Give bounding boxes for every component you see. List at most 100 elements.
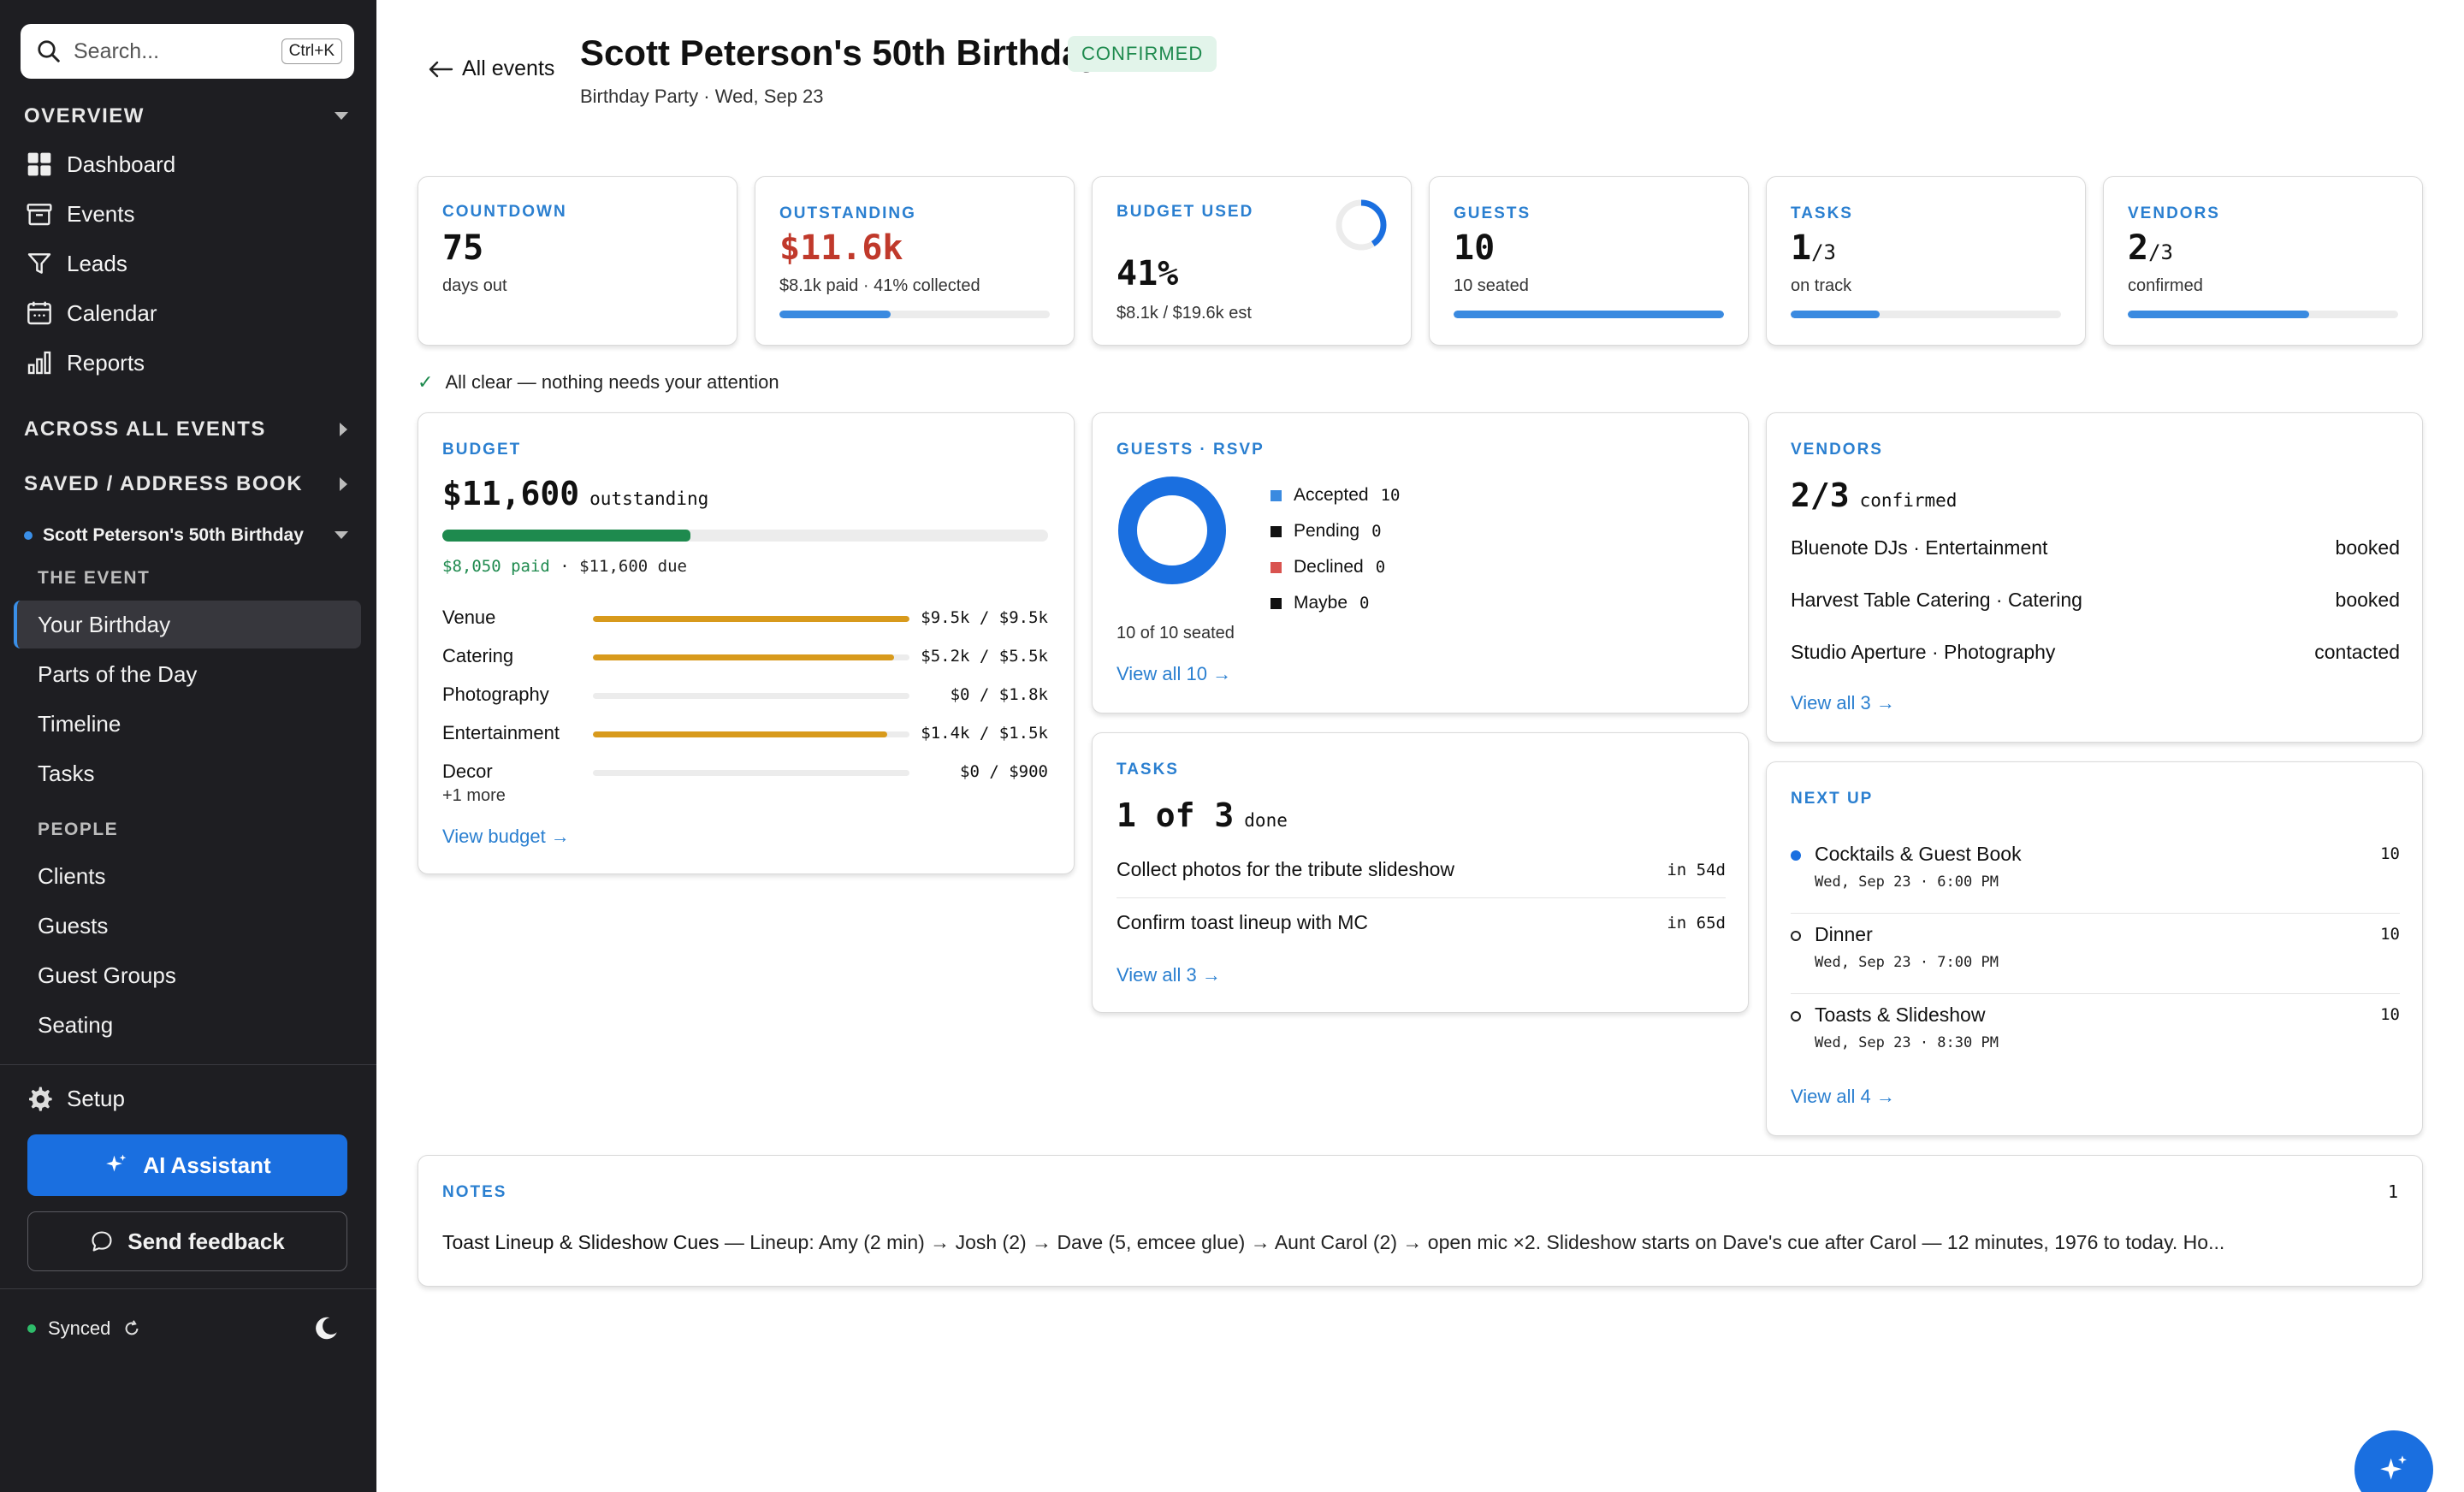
vendors-stat-card[interactable]: VENDORS 2/3 confirmed: [2103, 176, 2423, 346]
back-to-all-events[interactable]: All events: [428, 56, 554, 81]
budget-outstanding: $11,600 outstanding: [442, 475, 708, 512]
next-up-count: 10: [2380, 844, 2400, 863]
nav-dashboard[interactable]: Dashboard: [26, 151, 175, 178]
rsvp-legend-item: Declined 0: [1270, 557, 1385, 577]
sidebar: Search... Ctrl+K OVERVIEW Dashboard Even…: [0, 0, 376, 1492]
vendor-name: Studio Aperture · Photography: [1791, 641, 2056, 663]
outstanding-card[interactable]: OUTSTANDING $11.6k $8.1k paid · 41% coll…: [755, 176, 1075, 346]
nav-reports[interactable]: Reports: [26, 349, 145, 376]
view-all-tasks-link[interactable]: View all 3 →: [1116, 964, 1221, 986]
vendor-name: Harvest Table Catering · Catering: [1791, 589, 2082, 611]
archive-icon: [27, 204, 52, 226]
sidebar-divider: [0, 1288, 376, 1289]
nav-tasks[interactable]: Tasks: [38, 760, 95, 786]
view-all-guests-link[interactable]: View all 10 →: [1116, 663, 1232, 684]
calendar-icon: [27, 301, 51, 325]
next-up-label: NEXT UP: [1791, 790, 1874, 808]
task-row[interactable]: Collect photos for the tribute slideshow…: [1116, 858, 1726, 881]
notes-card[interactable]: NOTES 1 Toast Lineup & Slideshow Cues — …: [418, 1155, 2423, 1287]
nav-events[interactable]: Events: [26, 200, 135, 228]
vendor-row[interactable]: Harvest Table Catering · Catering booked: [1791, 589, 2400, 612]
task-due: in 54d: [1667, 860, 1726, 879]
nav-clients[interactable]: Clients: [38, 862, 106, 889]
countdown-label: COUNTDOWN: [442, 203, 567, 221]
vendors-stat-label: VENDORS: [2128, 204, 2220, 222]
grid-icon: [27, 152, 51, 176]
bar-chart-icon: [27, 351, 51, 375]
gear-icon: [29, 1086, 52, 1111]
nav-timeline[interactable]: Timeline: [38, 710, 121, 737]
budget-used-value: 41%: [1116, 254, 1179, 293]
task-row[interactable]: Confirm toast lineup with MC in 65d: [1116, 911, 1726, 934]
search-shortcut: Ctrl+K: [281, 38, 342, 64]
send-feedback-button[interactable]: Send feedback: [27, 1211, 347, 1271]
status-badge: CONFIRMED: [1068, 36, 1217, 72]
vendors-stat-value: 2/3: [2128, 228, 2173, 268]
vendors-stat-count: 2: [2128, 228, 2149, 268]
note-item[interactable]: Toast Lineup & Slideshow Cues — Lineup: …: [442, 1231, 2402, 1254]
nav-setup[interactable]: Setup: [26, 1085, 125, 1112]
rsvp-legend-name: Pending: [1294, 521, 1360, 541]
vendors-stat-progress: [2128, 311, 2398, 318]
budget-used-card[interactable]: BUDGET USED 41% $8.1k / $19.6k est: [1092, 176, 1412, 346]
rsvp-legend-count: 0: [1375, 558, 1386, 577]
vendor-row[interactable]: Bluenote DJs · Entertainment booked: [1791, 536, 2400, 560]
next-up-item[interactable]: Dinner Wed, Sep 23 · 7:00 PM 10: [1791, 923, 2400, 983]
nav-calendar[interactable]: Calendar: [26, 299, 157, 327]
next-up-divider: [1791, 913, 2400, 914]
section-overview[interactable]: OVERVIEW: [24, 104, 349, 128]
view-all-next-link[interactable]: View all 4 →: [1791, 1086, 1895, 1107]
rsvp-legend-name: Maybe: [1294, 593, 1348, 613]
vendor-name: Bluenote DJs · Entertainment: [1791, 536, 2048, 559]
current-dot-icon: [1791, 850, 1801, 861]
section-overview-label: OVERVIEW: [24, 104, 145, 127]
search-box[interactable]: Search... Ctrl+K: [21, 24, 354, 79]
progress-fill: [1454, 311, 1724, 318]
legend-square-icon: [1270, 597, 1282, 609]
ai-fab-button[interactable]: [2354, 1430, 2433, 1492]
chat-bubble-icon: [92, 1231, 112, 1252]
search-input[interactable]: Search...: [74, 38, 160, 63]
next-up-card: NEXT UP Cocktails & Guest Book Wed, Sep 2…: [1766, 761, 2423, 1136]
countdown-value: 75: [442, 228, 484, 268]
view-budget-link[interactable]: View budget →: [442, 826, 570, 847]
nav-guest-groups[interactable]: Guest Groups: [38, 962, 176, 988]
refresh-icon[interactable]: [122, 1319, 141, 1338]
sync-dot-icon: [27, 1324, 36, 1333]
send-feedback-label: Send feedback: [127, 1228, 285, 1254]
budget-line: Decor $0 / $900: [442, 761, 1048, 786]
nav-reports-label: Reports: [67, 349, 145, 376]
ai-assistant-button[interactable]: AI Assistant: [27, 1134, 347, 1196]
task-divider: [1116, 897, 1726, 898]
rsvp-seated: 10 of 10 seated: [1116, 624, 1235, 642]
guests-card[interactable]: GUESTS 10 10 seated: [1429, 176, 1749, 346]
arrow-left-icon: [429, 61, 453, 77]
tasks-stat-card[interactable]: TASKS 1/3 on track: [1766, 176, 2086, 346]
next-up-item[interactable]: Toasts & Slideshow Wed, Sep 23 · 8:30 PM 1…: [1791, 1004, 2400, 1063]
section-saved-address-book[interactable]: SAVED / ADDRESS BOOK: [24, 472, 349, 496]
ai-assistant-label: AI Assistant: [143, 1152, 271, 1178]
budget-more: +1 more: [442, 786, 506, 805]
rsvp-legend-name: Accepted: [1294, 485, 1369, 505]
view-all-vendors-link[interactable]: View all 3 →: [1791, 692, 1895, 713]
current-event[interactable]: Scott Peterson's 50th Birthday: [24, 525, 349, 546]
nav-setup-label: Setup: [67, 1085, 125, 1111]
filter-icon: [27, 253, 51, 274]
countdown-card[interactable]: COUNTDOWN 75 days out: [418, 176, 737, 346]
budget-line-bar: [593, 731, 909, 737]
vendor-row[interactable]: Studio Aperture · Photography contacted: [1791, 641, 2400, 664]
moon-icon[interactable]: [311, 1314, 341, 1343]
nav-guests[interactable]: Guests: [38, 912, 109, 938]
next-up-when: Wed, Sep 23 · 6:00 PM: [1815, 873, 1999, 891]
nav-parts-of-the-day[interactable]: Parts of the Day: [38, 660, 198, 687]
vendor-status: booked: [2335, 536, 2400, 559]
next-up-item[interactable]: Cocktails & Guest Book Wed, Sep 23 · 6:00…: [1791, 843, 2400, 903]
all-clear-text: All clear — nothing needs your attention: [445, 371, 779, 393]
nav-leads[interactable]: Leads: [26, 250, 127, 277]
notes-count: 1: [2387, 1181, 2398, 1202]
section-across-events[interactable]: ACROSS ALL EVENTS: [24, 417, 349, 441]
caret-down-icon: [335, 112, 348, 120]
people-heading: PEOPLE: [38, 820, 119, 839]
nav-seating[interactable]: Seating: [38, 1011, 114, 1038]
nav-your-birthday[interactable]: Your Birthday: [14, 601, 361, 648]
